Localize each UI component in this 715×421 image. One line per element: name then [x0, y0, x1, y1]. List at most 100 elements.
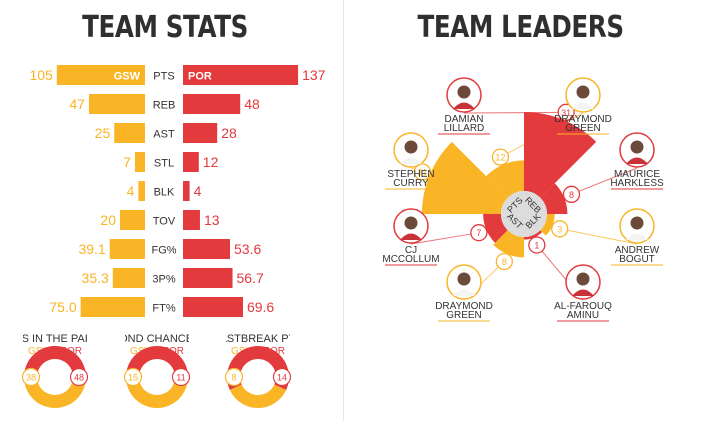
donut-charts: PTS IN THE PAINTGSWPOR3848SECOND CHANCE … — [8, 333, 302, 408]
leader-value: 8 — [502, 257, 507, 267]
donut-title: FASTBREAK PTS — [213, 333, 302, 345]
gsw-abbr: GSW — [114, 71, 141, 83]
gsw-bar — [56, 65, 145, 85]
player-first-name: STEPHEN — [387, 169, 434, 180]
player-jersey — [400, 233, 422, 240]
player-first-name: DRAYMOND — [554, 114, 612, 125]
stat-label: STL — [154, 158, 174, 170]
donut-gsw-slice — [125, 369, 188, 408]
player-last-name: CURRY — [393, 178, 429, 189]
por-bar — [183, 152, 199, 172]
donut-gsw-badge — [21, 367, 41, 387]
leader-value: 3 — [557, 224, 562, 234]
por-bar — [183, 268, 233, 288]
player-first-name: CJ — [405, 245, 417, 256]
donut-por-slice — [126, 346, 188, 373]
gsw-bar — [138, 181, 145, 201]
player-last-name: GREEN — [565, 123, 601, 134]
player-last-name: BOGUT — [619, 254, 655, 265]
donut-title: PTS IN THE PAINT — [8, 333, 103, 345]
leader-connector — [463, 111, 567, 114]
player-last-name: LILLARD — [444, 123, 485, 134]
gsw-bar — [80, 297, 145, 317]
por-value: 13 — [204, 212, 220, 228]
player-first-name: DRAYMOND — [435, 301, 493, 312]
player-head — [630, 216, 644, 230]
stat-label: PTS — [153, 71, 174, 83]
player-jersey — [453, 102, 475, 109]
player-head — [457, 272, 471, 286]
leader-value-badge — [470, 224, 488, 242]
player-head — [576, 272, 590, 286]
leader-wedges — [421, 111, 597, 258]
leader-wedge-blk — [524, 230, 543, 240]
por-value: 137 — [302, 67, 326, 83]
leader-wedge-ast — [493, 230, 524, 258]
player-last-name: HARKLESS — [610, 178, 664, 189]
gsw-value: 75.0 — [49, 299, 76, 315]
leader-wedge-ast — [483, 214, 508, 243]
stat-label: 3P% — [152, 274, 175, 286]
leaders-center-circle — [501, 191, 547, 237]
gsw-value: 105 — [29, 67, 53, 83]
gsw-bar — [112, 268, 145, 288]
leader-value-badge — [551, 220, 569, 238]
gsw-value: 20 — [100, 212, 116, 228]
leader-connector — [410, 232, 479, 245]
donut-title: SECOND CHANCE PTS — [96, 333, 217, 345]
donut-por-value: 48 — [74, 373, 84, 383]
por-value: 69.6 — [247, 299, 274, 315]
donut-gsw-slice — [24, 380, 86, 408]
donut-gsw-value: 15 — [128, 373, 138, 383]
donut-gsw-slice — [229, 384, 287, 408]
player-first-name: ANDREW — [615, 245, 660, 256]
donut-por-slice — [227, 345, 289, 390]
gsw-value: 35.3 — [82, 270, 109, 286]
donut-por-badge — [272, 367, 292, 387]
leader-labels: 31DAMIANLILLARD31STEPHENCURRY12DRAYMONDG… — [382, 77, 664, 322]
player-jersey — [572, 289, 594, 296]
donut-por-badge — [171, 367, 191, 387]
gsw-value: 25 — [95, 125, 111, 141]
player-jersey — [572, 102, 594, 109]
donut-gsw-badge — [123, 367, 143, 387]
player-jersey — [453, 289, 475, 296]
player-head — [404, 216, 418, 230]
leader-value: 31 — [417, 167, 427, 177]
leader-wedge-pts — [524, 111, 597, 198]
gsw-bar — [134, 152, 145, 172]
por-bar — [183, 65, 299, 85]
team-stats-title: TEAM STATS — [82, 10, 248, 45]
por-value: 12 — [203, 154, 219, 170]
por-value: 56.7 — [237, 270, 264, 286]
leader-wedge-pts — [421, 141, 508, 214]
leader-value: 8 — [569, 190, 574, 200]
player-head — [630, 140, 644, 154]
leader-value-badge — [495, 252, 513, 271]
team-stats-chart: PTS 105 137 REB 47 48 AST 25 28 STL 7 12 BLK 4 4 TOV 20 1… — [29, 65, 326, 317]
player-last-name: GREEN — [446, 310, 482, 321]
gsw-value: 4 — [127, 183, 135, 199]
leader-connector — [571, 167, 638, 195]
gsw-bar — [109, 239, 145, 259]
por-bar — [183, 297, 243, 317]
team-leaders-title: TEAM LEADERS — [417, 10, 625, 45]
player-last-name: AMINU — [567, 310, 599, 321]
donut-gsw-value: 38 — [26, 373, 36, 383]
player-first-name: DAMIAN — [445, 114, 484, 125]
stat-label: AST — [153, 129, 175, 141]
por-value: 53.6 — [234, 241, 261, 257]
player-jersey — [626, 157, 648, 164]
leader-value-badge — [413, 163, 431, 181]
donut-gsw-badge — [224, 367, 244, 387]
player-jersey — [400, 157, 422, 164]
leader-value-badge — [528, 236, 546, 254]
gsw-bar — [120, 210, 145, 230]
por-bar — [183, 94, 241, 114]
leader-wedge-blk — [540, 214, 555, 236]
por-bar — [183, 210, 200, 230]
gsw-bar — [114, 123, 145, 143]
donut-por-badge — [69, 367, 89, 387]
por-value: 28 — [221, 125, 237, 141]
